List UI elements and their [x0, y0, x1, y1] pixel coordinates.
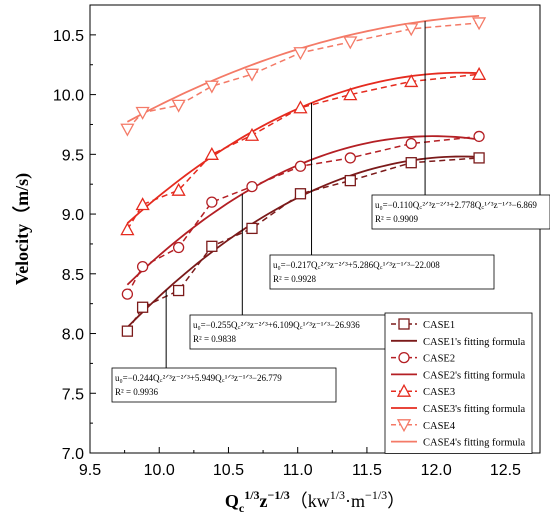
annotation-r-squared: R² = 0.9909 [375, 214, 419, 224]
data-point-case3 [171, 182, 186, 196]
y-axis: 7.0 7.5 8.0 8.5 9.0 9.5 10.0 10.5 [53, 28, 96, 463]
data-point-case4 [293, 47, 308, 61]
data-point-case2 [246, 180, 258, 193]
annotation-r-squared: R² = 0.9838 [193, 334, 237, 344]
legend-label-case1: CASE1 [423, 320, 455, 331]
data-point-case3 [404, 74, 419, 88]
data-line-case1 [126, 157, 480, 332]
data-point-case2 [172, 241, 185, 254]
x-tick-label: 10.5 [213, 462, 244, 479]
data-point-case4 [204, 80, 219, 94]
annotation-equation: u₀=−0.244Q꜀²ᐟ³z⁻²ᐟ³+5.949Q꜀¹ᐟ³z⁻¹ᐟ³−26.7… [115, 373, 282, 383]
data-point-case3 [244, 127, 260, 141]
x-tick-label: 12.0 [421, 462, 452, 479]
data-point-case1 [344, 174, 356, 187]
equation-annotations: u₀=−0.244Q꜀²ᐟ³z⁻²ᐟ³+5.949Q꜀¹ᐟ³z⁻¹ᐟ³−26.7… [111, 21, 550, 403]
data-point-case3 [135, 197, 150, 211]
data-point-case2 [121, 288, 134, 300]
legend-box [384, 312, 533, 454]
y-tick-label: 8.0 [62, 327, 84, 344]
data-point-case1 [294, 188, 307, 200]
data-line-case4 [126, 22, 480, 130]
legend-fit-label-case1: CASE1's fitting formula [423, 337, 526, 348]
data-point-case1 [121, 325, 134, 337]
data-point-case3 [471, 66, 487, 80]
data-point-case1 [172, 284, 185, 297]
y-tick-label: 9.5 [62, 147, 84, 164]
data-point-case2 [344, 152, 356, 164]
y-tick-label: 7.5 [62, 386, 84, 403]
y-tick-label: 9.0 [62, 207, 84, 224]
y-tick-label: 7.0 [62, 446, 84, 463]
y-tick-label: 8.5 [62, 267, 84, 284]
data-point-case4 [120, 123, 135, 137]
legend-marker-case1 [398, 318, 410, 330]
x-tick-label: 12.5 [490, 462, 521, 479]
data-point-case4 [343, 36, 358, 50]
data-point-case1 [473, 152, 485, 164]
legend-fit-label-case2: CASE2's fitting formula [423, 370, 526, 381]
data-point-case3 [293, 100, 308, 114]
data-point-case4 [244, 68, 260, 82]
legend-label-case3: CASE3 [423, 387, 455, 398]
annotation-equation: u₀=−0.255Q꜀²ᐟ³z⁻²ᐟ³+6.109Q꜀¹ᐟ³z⁻¹ᐟ³−26.9… [193, 320, 360, 330]
data-point-case4 [171, 99, 186, 113]
data-point-case4 [135, 106, 150, 120]
y-tick-label: 10.5 [53, 28, 84, 45]
data-point-case1 [136, 301, 149, 313]
annotation-box [111, 367, 337, 403]
data-point-case1 [206, 240, 218, 252]
data-point-case3 [204, 146, 219, 160]
data-point-case2 [136, 260, 149, 273]
data-point-case1 [246, 222, 258, 235]
annotation-equation: u₀=−0.110Q꜀²ᐟ³z⁻²ᐟ³+2.778Q꜀¹ᐟ³z⁻¹ᐟ³−6.86… [375, 200, 537, 210]
data-point-case2 [206, 196, 218, 208]
data-markers [120, 17, 487, 337]
data-point-case3 [120, 222, 135, 236]
fit-curve-case1 [126, 155, 480, 328]
annotation-box [189, 314, 415, 350]
x-axis-title: Qc1/3z−1/3（kw1/3·m−1/3） [225, 488, 405, 515]
annotation-box [269, 254, 495, 290]
annotation-box [371, 194, 550, 230]
x-tick-label: 9.5 [79, 462, 101, 479]
legend-marker-case4 [396, 419, 412, 433]
y-tick-label: 10.0 [53, 88, 84, 105]
data-point-case2 [473, 130, 485, 143]
x-tick-label: 11.5 [352, 462, 382, 479]
legend-fit-label-case4: CASE4's fitting formula [423, 438, 526, 449]
data-point-case2 [405, 137, 417, 150]
data-point-case4 [404, 23, 419, 37]
data-point-case3 [343, 87, 358, 101]
annotation-r-squared: R² = 0.9928 [273, 274, 317, 284]
y-axis-title: Velocity（m/s) [12, 173, 33, 285]
legend-label-case2: CASE2 [423, 354, 455, 365]
data-point-case4 [471, 17, 487, 31]
x-tick-label: 11.0 [283, 462, 313, 479]
legend-label-case4: CASE4 [423, 421, 456, 432]
data-point-case2 [294, 160, 307, 172]
legend-fit-label-case3: CASE3's fitting formula [423, 404, 526, 415]
data-point-case1 [405, 157, 417, 169]
legend-marker-case2 [398, 351, 410, 364]
annotation-equation: u₀=−0.217Q꜀²ᐟ³z⁻²ᐟ³+5.286Q꜀¹ᐟ³z⁻¹ᐟ³−22.0… [273, 260, 440, 270]
legend: CASE1 CASE1's fitting formula CASE2 CASE2's… [384, 312, 533, 454]
annotation-r-squared: R² = 0.9936 [115, 387, 159, 397]
x-tick-label: 10.0 [144, 462, 175, 479]
legend-marker-case3 [396, 383, 412, 397]
